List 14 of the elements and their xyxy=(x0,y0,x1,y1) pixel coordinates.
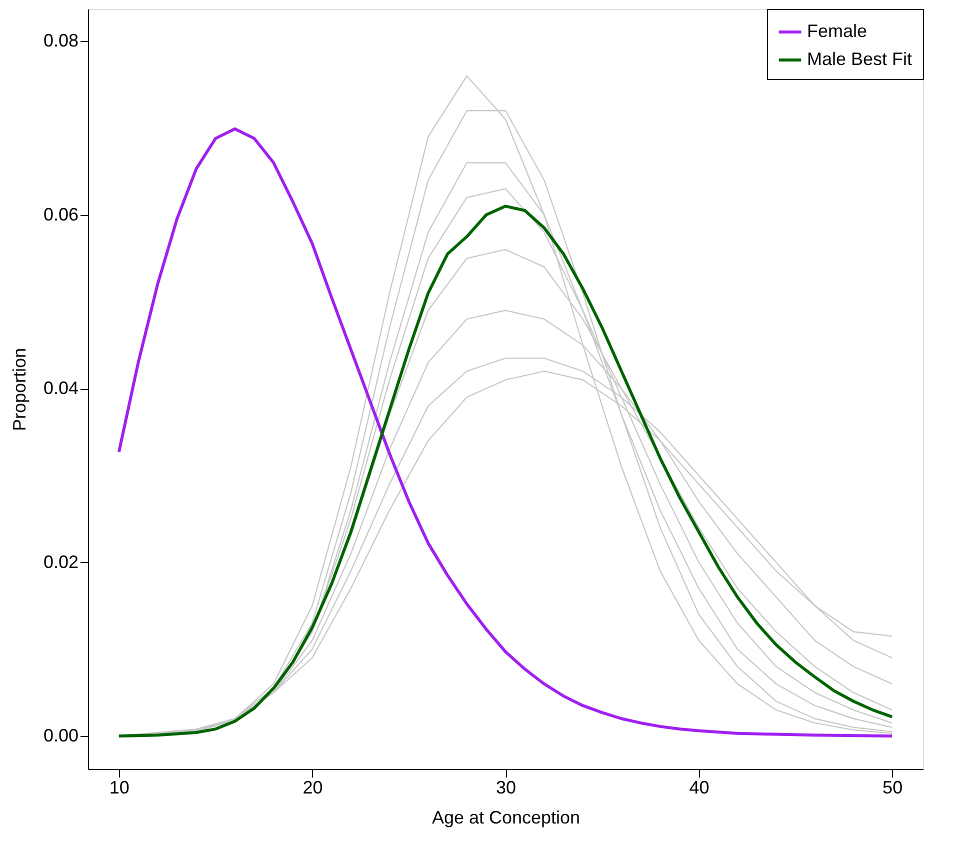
x-tick-label: 30 xyxy=(496,778,516,798)
x-tick-label: 40 xyxy=(689,778,710,798)
x-tick-label: 10 xyxy=(109,778,130,798)
y-tick-label: 0.02 xyxy=(43,552,78,572)
y-axis-title: Proportion xyxy=(9,348,30,432)
legend-label: Male Best Fit xyxy=(807,49,912,69)
y-tick-label: 0.06 xyxy=(43,204,78,224)
y-tick-label: 0.00 xyxy=(43,725,78,746)
x-axis-title: Age at Conception xyxy=(432,808,580,828)
y-tick-label: 0.08 xyxy=(43,30,78,51)
y-tick-label: 0.04 xyxy=(43,378,78,398)
x-tick-label: 20 xyxy=(302,778,323,798)
x-tick-label: 50 xyxy=(882,778,903,798)
legend-label: Female xyxy=(807,21,868,41)
